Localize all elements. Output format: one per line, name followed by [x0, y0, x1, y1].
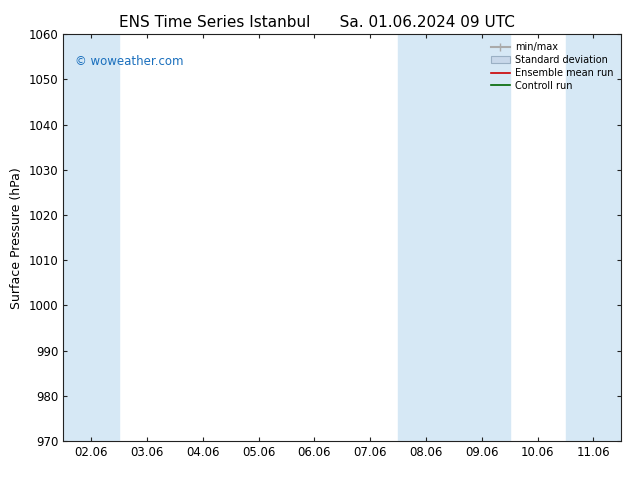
Text: ENS Time Series Istanbul      Sa. 01.06.2024 09 UTC: ENS Time Series Istanbul Sa. 01.06.2024 … — [119, 15, 515, 30]
Bar — [398, 34, 510, 441]
Y-axis label: Surface Pressure (hPa): Surface Pressure (hPa) — [10, 167, 23, 309]
Text: © woweather.com: © woweather.com — [75, 54, 183, 68]
Bar — [63, 34, 119, 441]
Bar — [566, 34, 621, 441]
Legend: min/max, Standard deviation, Ensemble mean run, Controll run: min/max, Standard deviation, Ensemble me… — [488, 39, 616, 94]
